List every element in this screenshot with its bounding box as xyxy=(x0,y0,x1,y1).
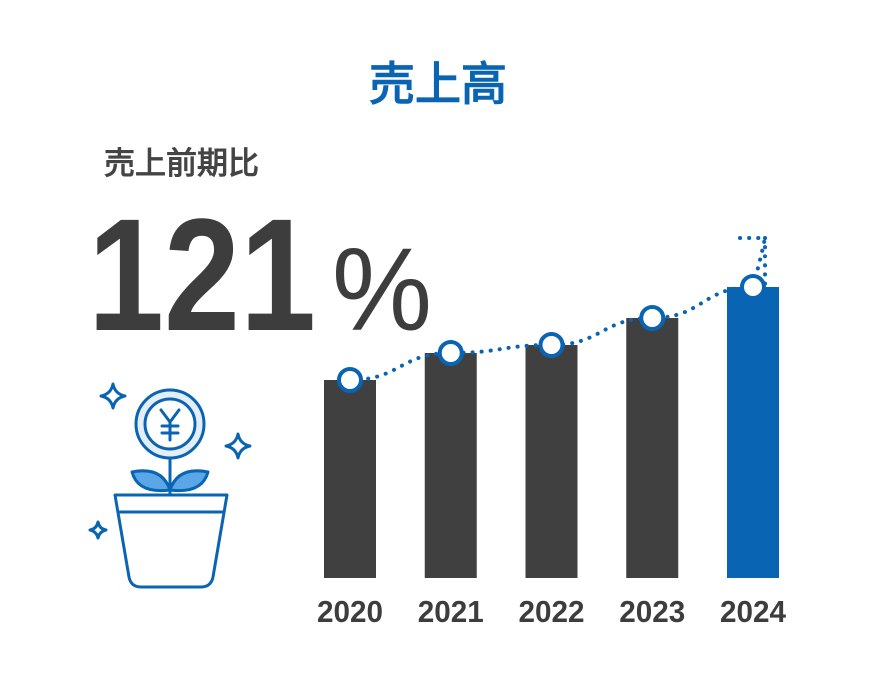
subtitle: 売上前期比 xyxy=(104,146,259,181)
bar xyxy=(424,353,477,578)
bar xyxy=(324,380,376,578)
bar xyxy=(626,318,679,578)
x-tick-label: 2023 xyxy=(619,594,685,629)
x-tick-label: 2021 xyxy=(418,594,484,629)
trend-marker xyxy=(337,367,363,393)
trend-marker xyxy=(538,332,565,358)
x-tick-label: 2020 xyxy=(317,594,383,629)
growth-unit: % xyxy=(332,224,432,356)
growth-value: 121 xyxy=(88,185,316,364)
x-tick-label: 2022 xyxy=(519,594,585,629)
trend-marker xyxy=(740,274,766,300)
chart-title: 売上高 xyxy=(369,58,507,110)
plant-icon xyxy=(88,382,252,589)
bar xyxy=(727,287,779,578)
trend-marker xyxy=(639,305,666,331)
trend-extension xyxy=(738,236,767,288)
x-tick-label: 2024 xyxy=(720,594,787,629)
bar xyxy=(525,345,578,578)
trend-marker xyxy=(437,340,464,366)
